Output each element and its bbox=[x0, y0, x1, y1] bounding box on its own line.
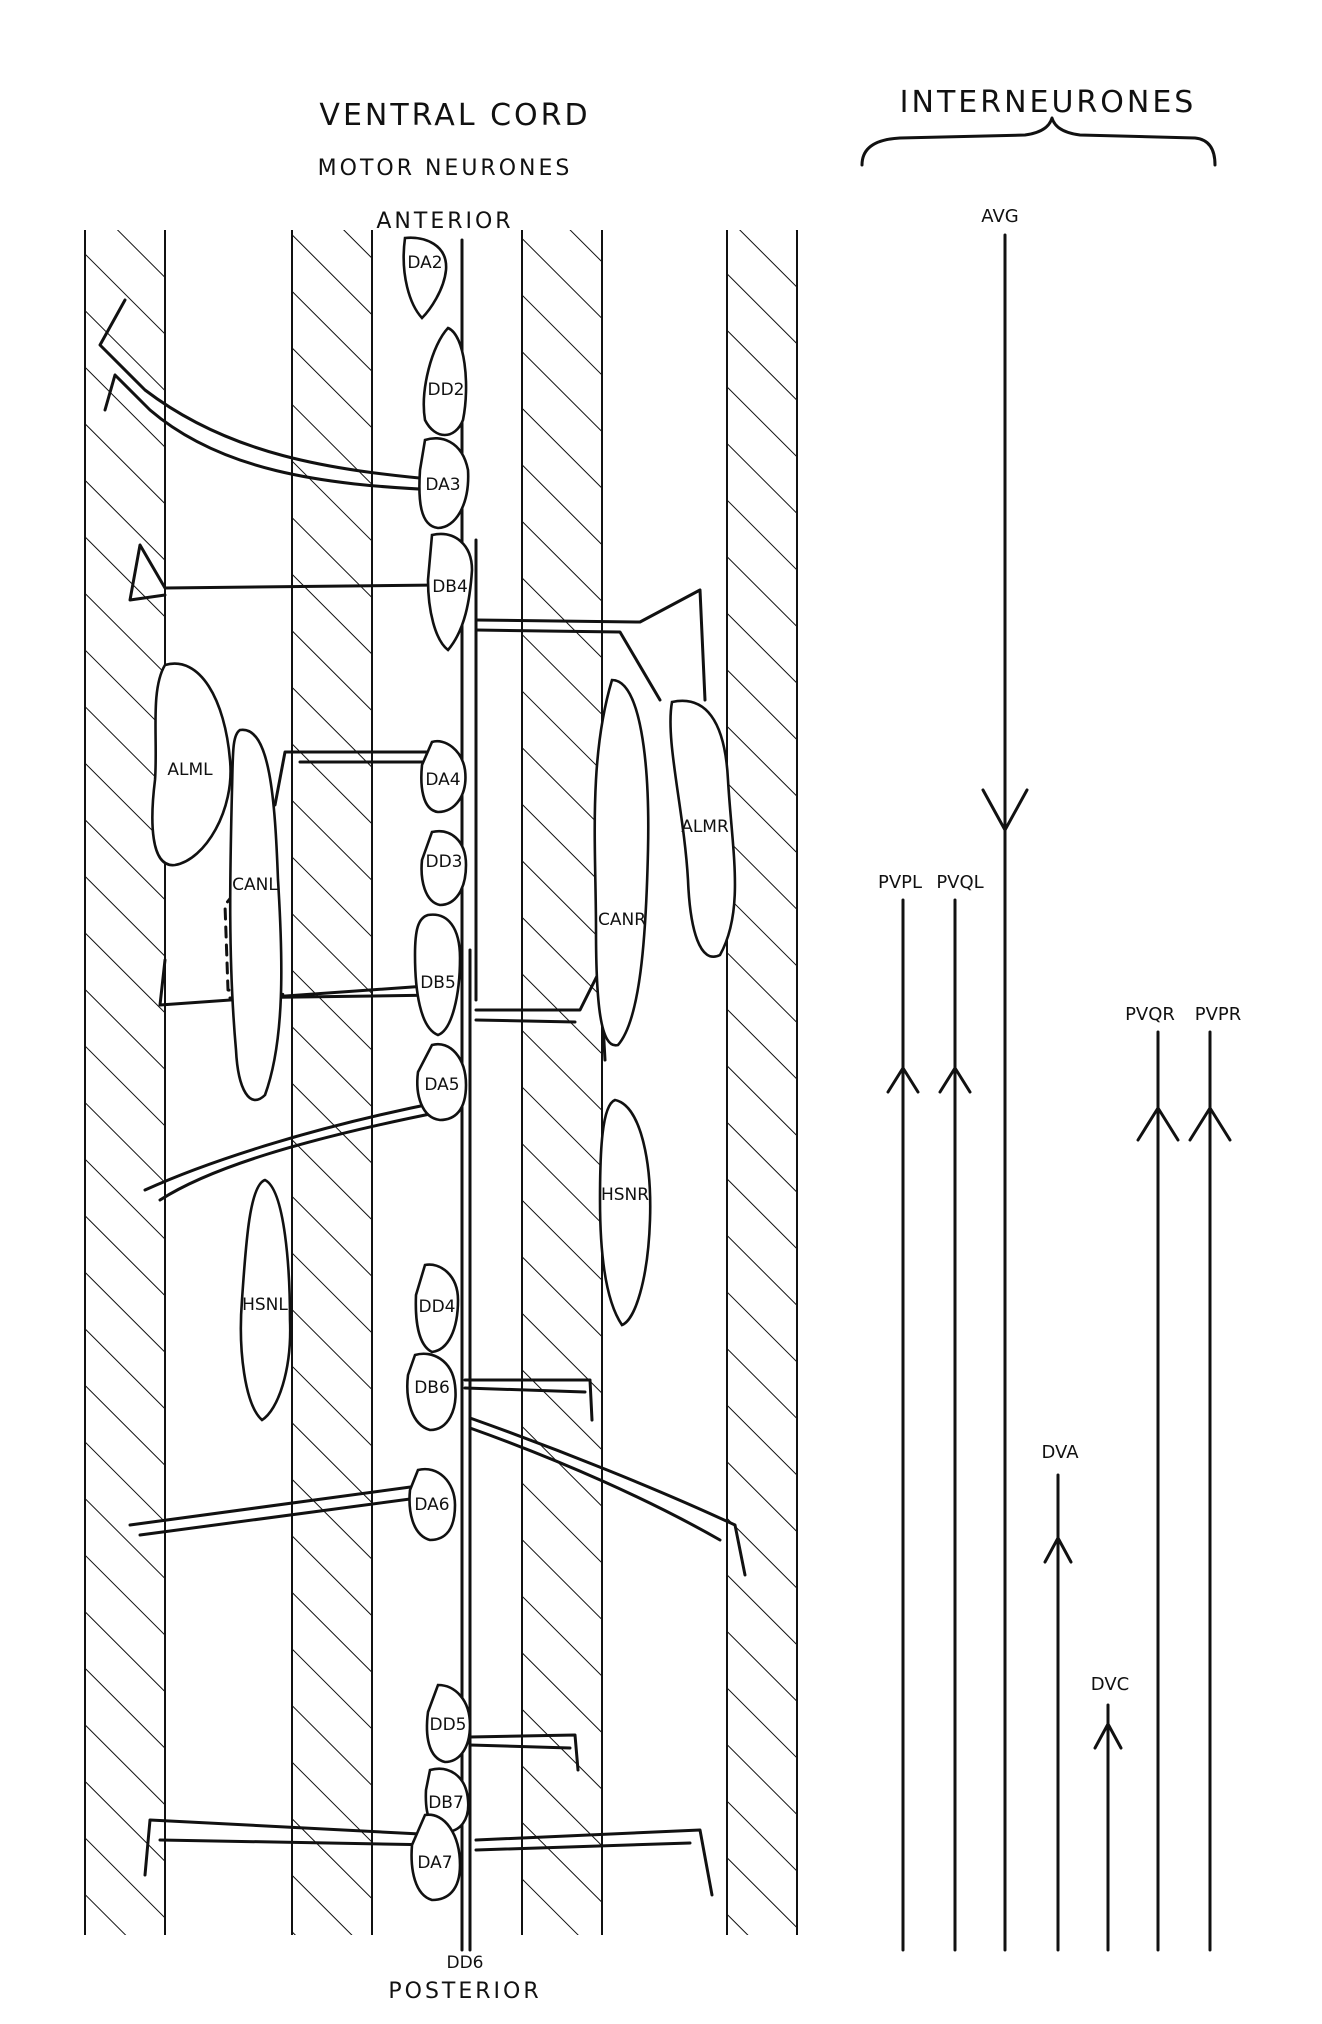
cell-label-db4: DB4 bbox=[432, 577, 468, 597]
cell-canl: CANL bbox=[228, 728, 283, 1102]
cell-hsnr: HSNR bbox=[598, 1098, 652, 1327]
cell-label-almr: ALMR bbox=[681, 817, 729, 837]
interneurone-label-dvc: DVC bbox=[1091, 1674, 1129, 1695]
cell-label-dd5: DD5 bbox=[430, 1715, 467, 1735]
cell-db5: DB5 bbox=[413, 913, 462, 1037]
anterior-label: ANTERIOR bbox=[376, 209, 513, 234]
cell-dd5: DD5 bbox=[425, 1683, 472, 1764]
interneurone-avg: AVG bbox=[981, 206, 1029, 1952]
other-cells: ALML CANL HSNL CANR ALMR HSNR bbox=[151, 662, 737, 1422]
cell-label-db5: DB5 bbox=[420, 973, 456, 993]
interneurone-dva: DVA bbox=[1041, 1442, 1079, 1952]
interneurones-brace bbox=[860, 116, 1217, 167]
posterior-label: POSTERIOR bbox=[388, 1979, 541, 2004]
cell-label-db6: DB6 bbox=[414, 1378, 450, 1398]
cell-alml: ALML bbox=[151, 662, 232, 867]
cell-da6: DA6 bbox=[408, 1467, 457, 1542]
cell-dd2: DD2 bbox=[422, 326, 468, 437]
interneurone-pvql: PVQL bbox=[936, 872, 984, 1952]
interneurone-pvpr: PVPR bbox=[1188, 1004, 1242, 1952]
muscle-strip bbox=[292, 230, 372, 1935]
interneurone-dvc: DVC bbox=[1091, 1674, 1129, 1952]
cell-almr: ALMR bbox=[669, 699, 737, 958]
cell-label-dd6: DD6 bbox=[447, 1953, 484, 1973]
cell-label-dd2: DD2 bbox=[428, 380, 465, 400]
cell-canr: CANR bbox=[593, 678, 650, 1047]
cell-da5: DA5 bbox=[416, 1042, 468, 1122]
diagram-subtitle: MOTOR NEURONES bbox=[318, 156, 573, 181]
muscle-strip bbox=[727, 230, 797, 1935]
interneurone-label-pvpl: PVPL bbox=[878, 872, 922, 893]
interneurone-label-pvql: PVQL bbox=[936, 872, 983, 893]
muscle-strip bbox=[85, 230, 165, 1935]
cell-da7: DA7 bbox=[410, 1813, 462, 1902]
neurite-processes bbox=[98, 298, 747, 1897]
cell-da3: DA3 bbox=[418, 437, 470, 530]
cell-dd4: DD4 bbox=[414, 1263, 460, 1354]
cell-db6: DB6 bbox=[406, 1352, 457, 1432]
interneurone-label-pvpr: PVPR bbox=[1195, 1004, 1242, 1025]
cell-label-hsnr: HSNR bbox=[601, 1185, 649, 1205]
cell-label-alml: ALML bbox=[167, 760, 213, 780]
interneurone-label-avg: AVG bbox=[981, 206, 1018, 227]
interneurone-label-pvqr: PVQR bbox=[1125, 1004, 1175, 1025]
cell-db4: DB4 bbox=[426, 532, 474, 652]
cell-label-dd4: DD4 bbox=[419, 1297, 456, 1317]
cell-label-da2: DA2 bbox=[407, 253, 442, 273]
interneurone-lines: AVG PVPL PVQL PVQR PVPR DVA bbox=[878, 206, 1242, 1952]
interneurones-title: INTERNEURONES bbox=[900, 85, 1197, 120]
strip-borders bbox=[84, 230, 798, 1935]
cell-label-da7: DA7 bbox=[417, 1853, 452, 1873]
cell-label-canr: CANR bbox=[598, 910, 646, 930]
diagram-title: VENTRAL CORD bbox=[319, 98, 590, 133]
motor-neurones: DA2 DD2 DA3 DB4 DA4 DD3 DB5 DA5 bbox=[402, 236, 484, 1973]
interneurone-label-dva: DVA bbox=[1041, 1442, 1079, 1463]
cell-label-canl: CANL bbox=[232, 875, 278, 895]
cell-label-da3: DA3 bbox=[425, 475, 460, 495]
cell-label-da5: DA5 bbox=[424, 1075, 459, 1095]
interneurone-pvpl: PVPL bbox=[878, 872, 922, 1952]
cell-label-db7: DB7 bbox=[428, 1793, 464, 1813]
muscle-strip bbox=[522, 230, 602, 1935]
cell-label-da4: DA4 bbox=[425, 770, 460, 790]
cell-da2: DA2 bbox=[402, 236, 448, 320]
cell-label-da6: DA6 bbox=[414, 1495, 449, 1515]
cell-label-hsnl: HSNL bbox=[242, 1295, 288, 1315]
cell-dd3: DD3 bbox=[420, 829, 468, 907]
cell-hsnl: HSNL bbox=[239, 1178, 292, 1422]
cell-da4: DA4 bbox=[420, 739, 467, 814]
cell-label-dd3: DD3 bbox=[426, 852, 463, 872]
interneurone-pvqr: PVQR bbox=[1125, 1004, 1180, 1952]
muscle-strips bbox=[85, 230, 797, 1935]
